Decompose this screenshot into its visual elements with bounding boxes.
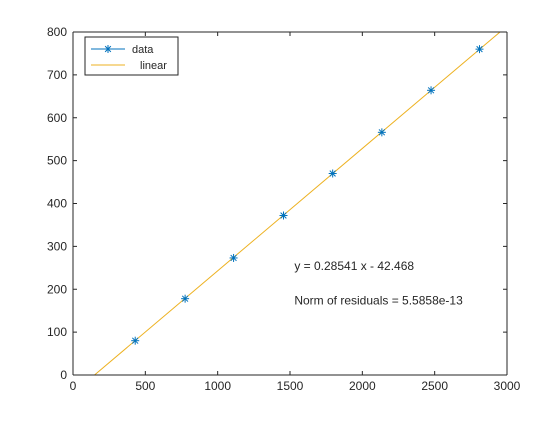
x-tick-label: 500 xyxy=(135,379,155,393)
y-tick-label: 800 xyxy=(47,25,67,39)
x-tick-label: 2000 xyxy=(349,379,376,393)
y-tick-label: 600 xyxy=(47,111,67,125)
legend-data-marker xyxy=(104,45,112,53)
x-tick-label: 3000 xyxy=(494,379,521,393)
y-tick-label: 700 xyxy=(47,68,67,82)
legend-data-label: data xyxy=(132,44,154,56)
x-tick-label: 1500 xyxy=(277,379,304,393)
data-point xyxy=(181,294,190,303)
y-tick-label: 200 xyxy=(47,282,67,296)
data-point xyxy=(475,45,484,54)
data-point xyxy=(427,86,436,95)
residual-norm-label: Norm of residuals = 5.5858e-13 xyxy=(294,293,463,307)
data-point xyxy=(279,211,288,220)
y-tick-label: 400 xyxy=(47,197,67,211)
legend-linear-label: linear xyxy=(140,60,167,72)
y-tick-label: 500 xyxy=(47,154,67,168)
y-tick-label: 0 xyxy=(60,368,67,382)
points-layer xyxy=(131,45,484,345)
fit-equation-label: y = 0.28541 x - 42.468 xyxy=(294,259,414,273)
x-tick-label: 0 xyxy=(70,379,77,393)
data-point xyxy=(131,336,140,345)
legend-box xyxy=(84,36,179,76)
x-tick-label: 1000 xyxy=(204,379,231,393)
data-point xyxy=(328,169,337,178)
legend: data linear xyxy=(84,36,179,76)
ticks-layer: 0 500 1000 1500 2000 2500 3000 0 100 200 300 400 500… xyxy=(47,25,521,393)
y-tick-label: 100 xyxy=(47,325,67,339)
plot-area xyxy=(73,32,507,375)
annotation-layer: y = 0.28541 x - 42.468 Norm of residuals … xyxy=(294,259,463,307)
data-point xyxy=(229,253,238,262)
x-tick-label: 2500 xyxy=(421,379,448,393)
data-point xyxy=(377,128,386,137)
y-tick-label: 300 xyxy=(47,239,67,253)
